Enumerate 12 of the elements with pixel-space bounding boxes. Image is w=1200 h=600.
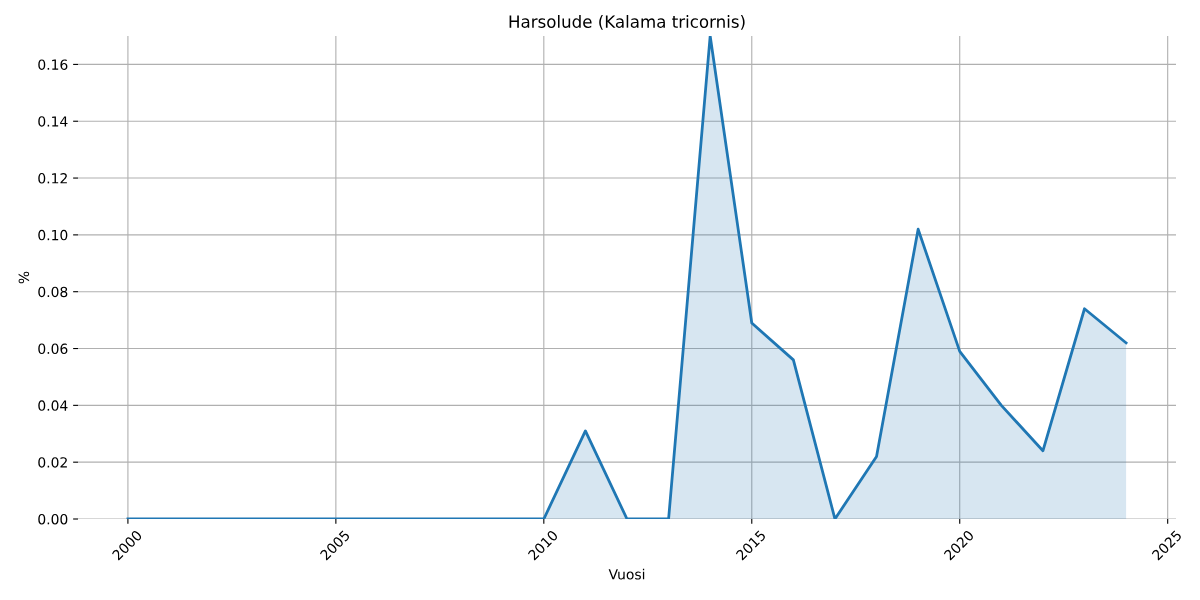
y-axis-title: %	[18, 271, 30, 284]
y-tick-label: 0.00	[38, 513, 68, 525]
y-tick-label: 0.10	[38, 229, 68, 241]
y-tick-label: 0.16	[38, 59, 68, 70]
y-tick-label: 0.06	[38, 343, 68, 354]
x-axis-title: Vuosi	[608, 568, 645, 580]
y-tick-label: 0.08	[38, 286, 68, 298]
y-tick-label: 0.02	[38, 457, 67, 468]
chart-title: Harsolude (Kalama tricornis)	[509, 15, 745, 30]
y-tick-label: 0.12	[38, 173, 67, 184]
y-tick-label: 0.14	[38, 116, 68, 127]
y-tick-label: 0.04	[38, 400, 68, 411]
